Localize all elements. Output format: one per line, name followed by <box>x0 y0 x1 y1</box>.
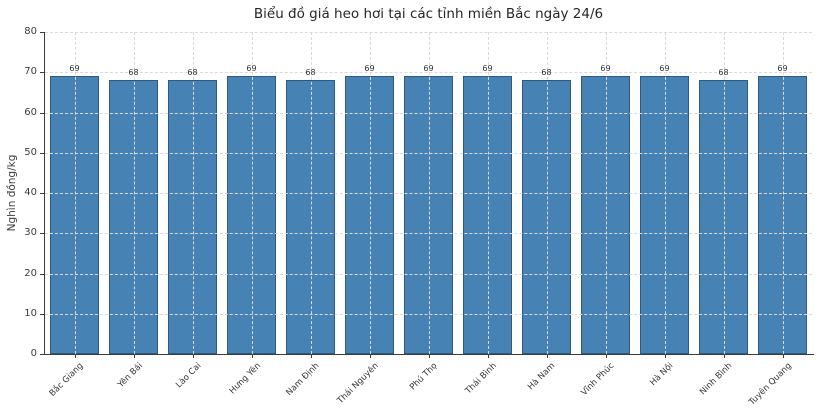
bar-value-label: 69 <box>69 64 80 74</box>
bar-value-label: 69 <box>777 64 788 74</box>
x-category-label-text: Nam Định <box>284 361 322 398</box>
gridline-vertical <box>487 32 489 354</box>
bar-12 <box>758 76 807 354</box>
bar-2 <box>168 80 217 354</box>
bar-value-label: 69 <box>246 64 257 74</box>
bar-value-label: 69 <box>659 64 670 74</box>
x-category-label-text: Hà Nam <box>526 361 558 393</box>
bar-value-label: 69 <box>600 64 611 74</box>
bar-9 <box>581 76 630 354</box>
x-category-label-text: Hưng Yên <box>227 361 263 397</box>
bar-value-label: 69 <box>423 64 434 74</box>
bar-value-label: 68 <box>718 68 729 78</box>
y-tick-label: 70 <box>24 66 37 78</box>
bar-value-label: 69 <box>364 64 375 74</box>
gridline-vertical <box>310 32 312 354</box>
bar-3 <box>227 76 276 354</box>
bar-7 <box>463 76 512 354</box>
y-tick-label: 20 <box>24 267 37 279</box>
y-axis-tick <box>40 233 44 235</box>
y-tick-label: 40 <box>24 187 37 198</box>
gridline-vertical <box>74 32 76 354</box>
bar-8 <box>522 80 571 354</box>
gridline-vertical <box>605 32 607 354</box>
x-axis-tick <box>723 354 725 358</box>
bar-6 <box>404 76 453 354</box>
x-axis-spine <box>44 354 814 355</box>
y-axis-tick <box>40 313 44 315</box>
y-tick-label: 60 <box>24 106 37 118</box>
gridline-vertical <box>428 32 430 354</box>
y-axis-tick <box>40 112 44 114</box>
y-axis-tick <box>40 354 44 355</box>
x-axis-tick <box>192 354 194 358</box>
gridline-vertical <box>369 32 371 354</box>
x-axis-tick <box>664 354 666 358</box>
x-category-label-text: Vĩnh Phúc <box>579 361 617 398</box>
gridline-vertical <box>782 32 784 354</box>
x-axis-tick <box>133 354 135 358</box>
bar-value-label: 68 <box>128 68 139 78</box>
y-tick-label: 30 <box>24 227 37 239</box>
x-axis-tick <box>605 354 607 358</box>
x-category-label-text: Thái Bình <box>463 361 499 397</box>
gridline-vertical <box>192 32 194 354</box>
bar-4 <box>286 80 335 354</box>
y-tick-label: 50 <box>24 146 37 158</box>
y-axis-spine <box>44 32 45 355</box>
y-axis-tick <box>40 152 44 154</box>
gridline-vertical <box>664 32 666 354</box>
bar-value-label: 68 <box>305 68 316 78</box>
gridline-vertical <box>723 32 725 354</box>
gridline-vertical <box>546 32 548 354</box>
gridline-vertical <box>251 32 253 354</box>
x-category-label-text: Ninh Bình <box>698 361 735 398</box>
x-category-label-text: Lào Cai <box>174 361 204 391</box>
x-category-label-text: Thái Nguyên <box>335 361 381 407</box>
y-axis-tick <box>40 193 44 194</box>
x-axis-tick <box>546 354 548 358</box>
y-tick-label: 10 <box>24 307 37 319</box>
gridline-vertical <box>133 32 135 354</box>
y-tick-label: 0 <box>30 348 37 359</box>
x-axis-tick <box>74 354 76 358</box>
bar-0 <box>50 76 99 354</box>
y-axis-tick <box>40 32 44 33</box>
bar-value-label: 68 <box>187 68 198 78</box>
x-axis-tick <box>428 354 430 358</box>
x-axis-tick <box>310 354 312 358</box>
y-axis-tick <box>40 273 44 275</box>
bar-11 <box>699 80 748 354</box>
y-axis-tick <box>40 72 44 74</box>
y-tick-label: 80 <box>24 26 37 37</box>
x-category-label-text: Hà Nội <box>648 361 676 389</box>
x-category-label-text: Tuyên Quang <box>747 361 794 408</box>
bar-10 <box>640 76 689 354</box>
x-axis-tick <box>487 354 489 358</box>
x-category-label-text: Bắc Giang <box>47 361 86 399</box>
bar-value-label: 69 <box>482 64 493 74</box>
chart-title: Biểu đồ giá heo hơi tại các tỉnh miền Bắ… <box>253 6 604 22</box>
bar-1 <box>109 80 158 354</box>
bar-5 <box>345 76 394 354</box>
bar-value-label: 68 <box>541 68 552 78</box>
x-category-label-text: Yên Bái <box>115 361 145 390</box>
x-axis-tick <box>251 354 253 358</box>
x-category-label-text: Phú Thọ <box>408 361 440 393</box>
x-axis-tick <box>369 354 371 358</box>
x-axis-tick <box>782 354 784 358</box>
